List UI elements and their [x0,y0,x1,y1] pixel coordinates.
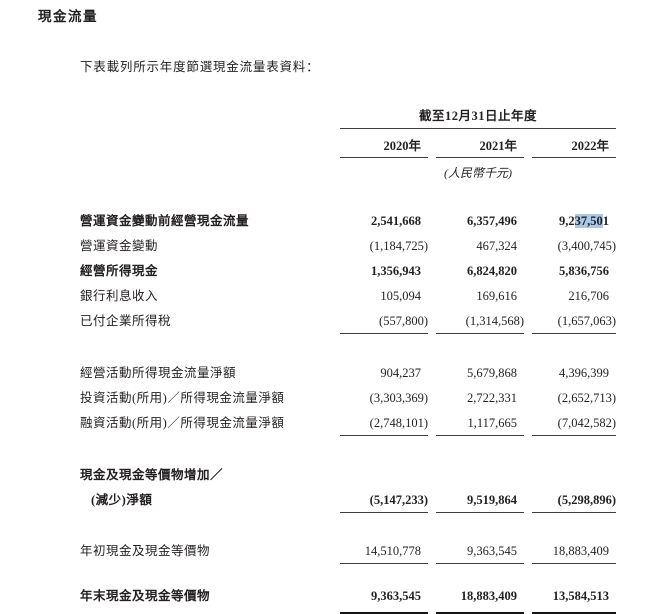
row-label: 營運資金變動 [80,239,159,253]
cell-2022: 4,396,399 [559,366,609,380]
cell-2022: (2,652,713) [557,391,616,405]
year-header-2022: 2022年 [532,138,616,158]
cell-2021: 5,679,868 [467,366,517,380]
cell-2021: 467,324 [476,239,517,253]
cell-2022: 13,584,513 [552,589,609,603]
row-label: 經營活動所得現金流量淨額 [80,366,237,380]
cell-2022: (7,042,582) [532,411,616,436]
year-header-2021: 2021年 [436,138,524,158]
row-label: 年初現金及現金等價物 [80,544,211,558]
page-title: 現金流量 [38,9,98,24]
table-row: 現金及現金等價物增加／ [80,463,616,488]
cell-2021: 1,117,665 [436,411,524,436]
table-row: 年初現金及現金等價物 14,510,778 9,363,545 18,883,409 [80,539,616,564]
cell-2020: 9,363,545 [371,589,421,603]
cell-2022: 5,836,756 [559,264,609,278]
year-header-2020: 2020年 [340,138,428,158]
table-section: 現金及現金等價物增加／ (減少)淨額 (5,147,233) 9,519,864 (5,… [80,463,616,513]
cell-2022: 216,706 [568,289,609,303]
cell-2022: (3,400,745) [557,239,616,253]
row-label: 營運資金變動前經營現金流量 [80,214,250,228]
row-label: 投資活動(所用)／所得現金流量淨額 [80,391,285,405]
table-section: 營運資金變動前經營現金流量 2,541,668 6,357,496 9,237,501… [80,209,616,334]
value-text: 1 [602,214,609,228]
cell-2022: 9,237,501 [532,209,616,234]
cell-2022: (1,657,063) [532,309,616,334]
table-row: 經營所得現金 1,356,943 6,824,820 5,836,756 [80,259,616,284]
cell-2021: 169,616 [476,289,517,303]
table-section: 年末現金及現金等價物 9,363,545 18,883,409 13,584,513 [80,584,616,614]
cell-2021: 2,722,331 [467,391,517,405]
total-double-rule [80,612,616,614]
row-label: 經營所得現金 [80,264,159,278]
value-text: 9,2 [559,214,575,228]
table-section: 年初現金及現金等價物 14,510,778 9,363,545 18,883,409 [80,539,616,564]
cell-2021: (1,314,568) [436,309,524,334]
cell-2022: (5,298,896) [532,488,616,513]
table-row: 已付企業所得稅 (557,800) (1,314,568) (1,657,063) [80,309,616,334]
label-column-spacer [80,138,332,158]
table-row: 融資活動(所用)／所得現金流量淨額 (2,748,101) 1,117,665 (7,… [80,411,616,436]
cell-2021: 9,363,545 [436,539,524,564]
cell-2021: 18,883,409 [460,589,517,603]
cell-2022: 18,883,409 [532,539,616,564]
intro-text: 下表載列所示年度節選現金流量表資料： [80,60,320,74]
double-rule-2021 [436,612,524,614]
cell-2020: 904,237 [380,366,421,380]
cell-2021: 9,519,864 [436,488,524,513]
currency-unit-note: (人民幣千元) [444,166,512,180]
row-label-line2: (減少)淨額 [91,493,153,507]
selection-highlight: 37,50 [574,214,603,228]
cell-2020: (2,748,101) [340,411,428,436]
cell-2020: 2,541,668 [371,214,421,228]
cell-2020: (1,184,725) [369,239,428,253]
period-header: 截至12月31日止年度 [340,105,616,129]
year-header-row: 2020年 2021年 2022年 [80,138,616,158]
table-row: 年末現金及現金等價物 9,363,545 18,883,409 13,584,513 [80,584,616,609]
table-row: 營運資金變動前經營現金流量 2,541,668 6,357,496 9,237,501 [80,209,616,234]
cell-2020: (3,303,369) [369,391,428,405]
table-body: 營運資金變動前經營現金流量 2,541,668 6,357,496 9,237,501… [80,209,616,614]
row-label: 已付企業所得稅 [80,314,172,328]
table-row: 營運資金變動 (1,184,725) 467,324 (3,400,745) [80,234,616,259]
table-row: (減少)淨額 (5,147,233) 9,519,864 (5,298,896) [80,488,616,513]
row-label: 銀行利息收入 [80,289,159,303]
row-label: 融資活動(所用)／所得現金流量淨額 [80,416,285,430]
cell-2021: 6,357,496 [467,214,517,228]
table-section: 經營活動所得現金流量淨額 904,237 5,679,868 4,396,399 投資活… [80,361,616,436]
row-label: 年末現金及現金等價物 [80,589,211,603]
cell-2021: 6,824,820 [467,264,517,278]
table-row: 投資活動(所用)／所得現金流量淨額 (3,303,369) 2,722,331 (2,… [80,386,616,411]
cell-2020: (557,800) [340,309,428,334]
row-label: 現金及現金等價物增加／ [80,468,224,482]
cell-2020: (5,147,233) [340,488,428,513]
cell-2020: 1,356,943 [371,264,421,278]
double-rule-2020 [340,612,428,614]
double-rule-2022 [532,612,616,614]
cash-flow-table: 截至12月31日止年度 2020年 2021年 2022年 (人民幣千元) 營運… [80,105,616,614]
table-row: 銀行利息收入 105,094 169,616 216,706 [80,284,616,309]
table-row: 經營活動所得現金流量淨額 904,237 5,679,868 4,396,399 [80,361,616,386]
cell-2020: 14,510,778 [340,539,428,564]
cell-2020: 105,094 [380,289,421,303]
